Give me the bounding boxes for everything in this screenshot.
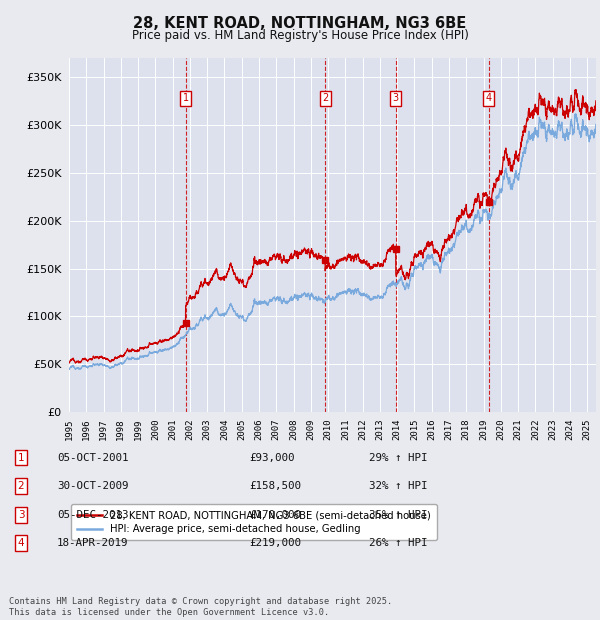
Text: 05-DEC-2013: 05-DEC-2013 [57, 510, 128, 520]
Text: 2: 2 [17, 481, 25, 491]
Text: 28, KENT ROAD, NOTTINGHAM, NG3 6BE: 28, KENT ROAD, NOTTINGHAM, NG3 6BE [133, 16, 467, 30]
Text: Price paid vs. HM Land Registry's House Price Index (HPI): Price paid vs. HM Land Registry's House … [131, 29, 469, 42]
Text: £170,000: £170,000 [249, 510, 301, 520]
Text: 05-OCT-2001: 05-OCT-2001 [57, 453, 128, 463]
Text: 1: 1 [182, 94, 188, 104]
Text: 3: 3 [393, 94, 399, 104]
Text: 4: 4 [485, 94, 491, 104]
Text: 2: 2 [322, 94, 328, 104]
Text: £158,500: £158,500 [249, 481, 301, 491]
Text: 30-OCT-2009: 30-OCT-2009 [57, 481, 128, 491]
Text: 1: 1 [17, 453, 25, 463]
Text: £219,000: £219,000 [249, 538, 301, 548]
Text: £93,000: £93,000 [249, 453, 295, 463]
Text: Contains HM Land Registry data © Crown copyright and database right 2025.
This d: Contains HM Land Registry data © Crown c… [9, 598, 392, 617]
Text: 35% ↑ HPI: 35% ↑ HPI [369, 510, 427, 520]
Text: 3: 3 [17, 510, 25, 520]
Text: 26% ↑ HPI: 26% ↑ HPI [369, 538, 427, 548]
Text: 32% ↑ HPI: 32% ↑ HPI [369, 481, 427, 491]
Text: 29% ↑ HPI: 29% ↑ HPI [369, 453, 427, 463]
Text: 4: 4 [17, 538, 25, 548]
Text: 18-APR-2019: 18-APR-2019 [57, 538, 128, 548]
Legend: 28, KENT ROAD, NOTTINGHAM, NG3 6BE (semi-detached house), HPI: Average price, se: 28, KENT ROAD, NOTTINGHAM, NG3 6BE (semi… [71, 504, 437, 540]
